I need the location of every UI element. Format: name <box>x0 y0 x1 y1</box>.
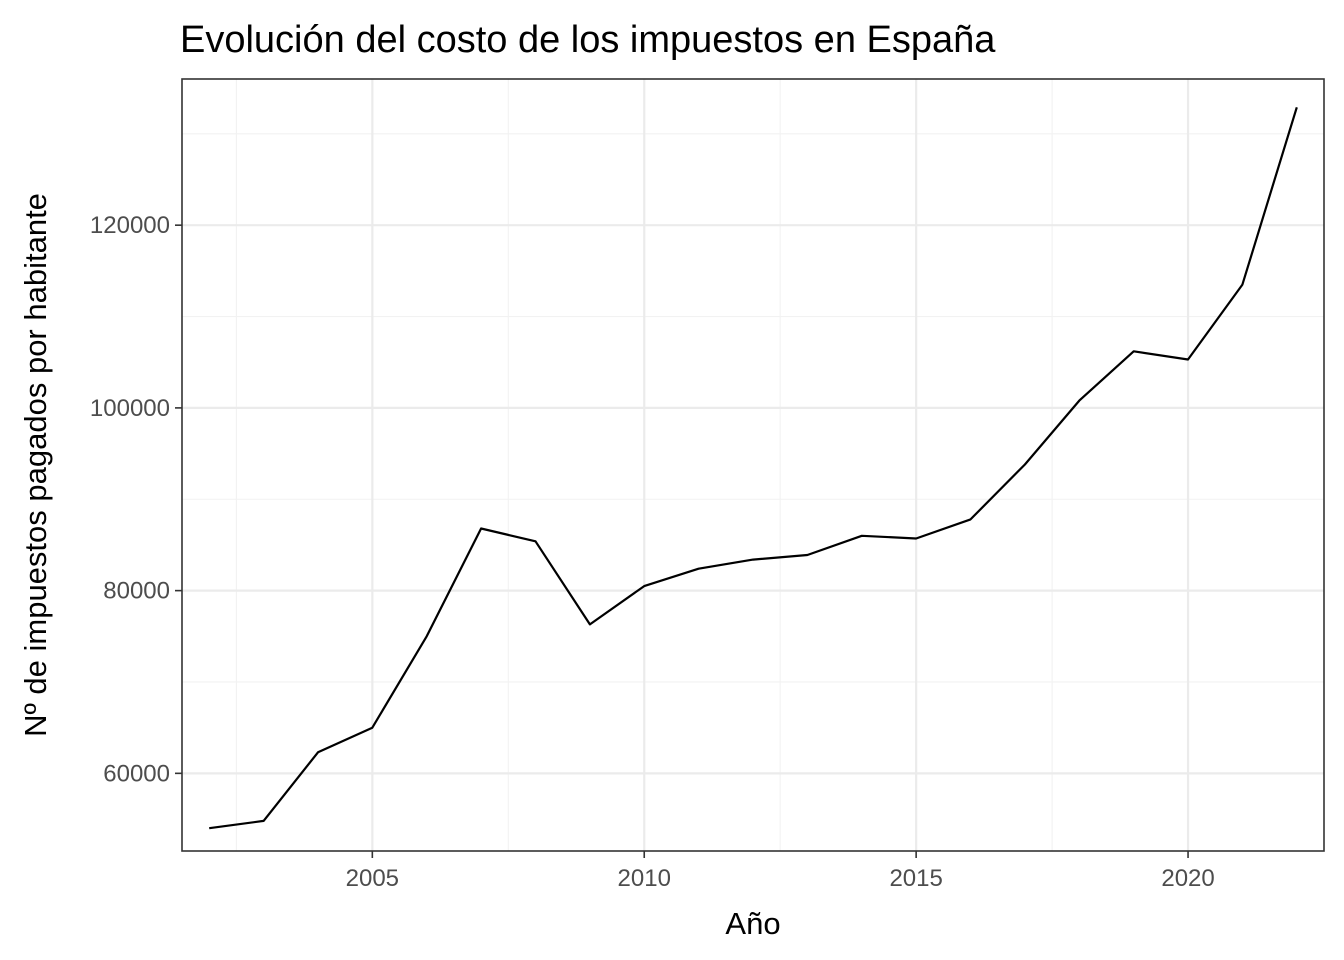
y-tick-label: 80000 <box>103 578 170 605</box>
x-tick-label: 2005 <box>346 865 399 892</box>
series-layer <box>209 106 1298 830</box>
chart-title: Evolución del costo de los impuestos en … <box>180 19 996 61</box>
series-line <box>209 106 1298 830</box>
x-axis-title: Año <box>725 906 780 941</box>
y-axis-title: Nº de impuestos pagados por habitante <box>18 193 53 737</box>
y-tick-label: 120000 <box>90 212 170 239</box>
x-axis: 2005 2010 2015 2020 <box>346 851 1215 892</box>
y-tick-label: 60000 <box>103 760 170 787</box>
y-axis: 60000 80000 100000 120000 <box>90 212 182 787</box>
y-tick-label: 100000 <box>90 395 170 422</box>
x-tick-label: 2010 <box>618 865 671 892</box>
x-tick-label: 2015 <box>889 865 942 892</box>
plot-panel-border <box>181 78 1325 852</box>
major-gridlines <box>182 79 1324 851</box>
x-tick-label: 2020 <box>1161 865 1214 892</box>
